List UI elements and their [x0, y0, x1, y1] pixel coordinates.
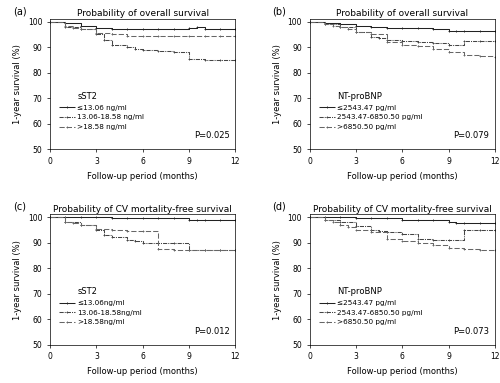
Y-axis label: 1-year survival (%): 1-year survival (%)	[14, 44, 22, 124]
Title: Probability of CV mortality-free survival: Probability of CV mortality-free surviva…	[313, 205, 492, 214]
Text: (b): (b)	[272, 6, 286, 16]
X-axis label: Follow-up period (months): Follow-up period (months)	[88, 172, 198, 180]
Text: P=0.079: P=0.079	[454, 131, 490, 140]
X-axis label: Follow-up period (months): Follow-up period (months)	[347, 172, 458, 180]
Text: P=0.073: P=0.073	[454, 327, 490, 336]
Title: Probability of overall survival: Probability of overall survival	[76, 9, 209, 18]
Text: P=0.025: P=0.025	[194, 131, 230, 140]
Text: (c): (c)	[13, 201, 26, 211]
Title: Probability of CV mortality-free survival: Probability of CV mortality-free surviva…	[54, 205, 232, 214]
Legend: NT-proBNP, ≤2543.47 pg/ml, 2543.47-6850.50 pg/ml, >6850.50 pg/ml: NT-proBNP, ≤2543.47 pg/ml, 2543.47-6850.…	[319, 288, 422, 326]
Y-axis label: 1-year survival (%): 1-year survival (%)	[273, 44, 282, 124]
Title: Probability of overall survival: Probability of overall survival	[336, 9, 468, 18]
Text: (d): (d)	[272, 201, 286, 211]
Text: P=0.012: P=0.012	[194, 327, 230, 336]
Legend: NT-proBNP, ≤2543.47 pg/ml, 2543.47-6850.50 pg/ml, >6850.50 pg/ml: NT-proBNP, ≤2543.47 pg/ml, 2543.47-6850.…	[319, 92, 422, 130]
Y-axis label: 1-year survival (%): 1-year survival (%)	[14, 240, 22, 319]
Legend: sST2, ≤13.06 ng/ml, 13.06-18.58 ng/ml, >18.58 ng/ml: sST2, ≤13.06 ng/ml, 13.06-18.58 ng/ml, >…	[59, 92, 144, 130]
Text: (a): (a)	[13, 6, 26, 16]
X-axis label: Follow-up period (months): Follow-up period (months)	[88, 367, 198, 376]
X-axis label: Follow-up period (months): Follow-up period (months)	[347, 367, 458, 376]
Y-axis label: 1-year survival (%): 1-year survival (%)	[273, 240, 282, 319]
Legend: sST2, ≤13.06ng/ml, 13.06-18.58ng/ml, >18.58ng/ml: sST2, ≤13.06ng/ml, 13.06-18.58ng/ml, >18…	[59, 288, 142, 326]
